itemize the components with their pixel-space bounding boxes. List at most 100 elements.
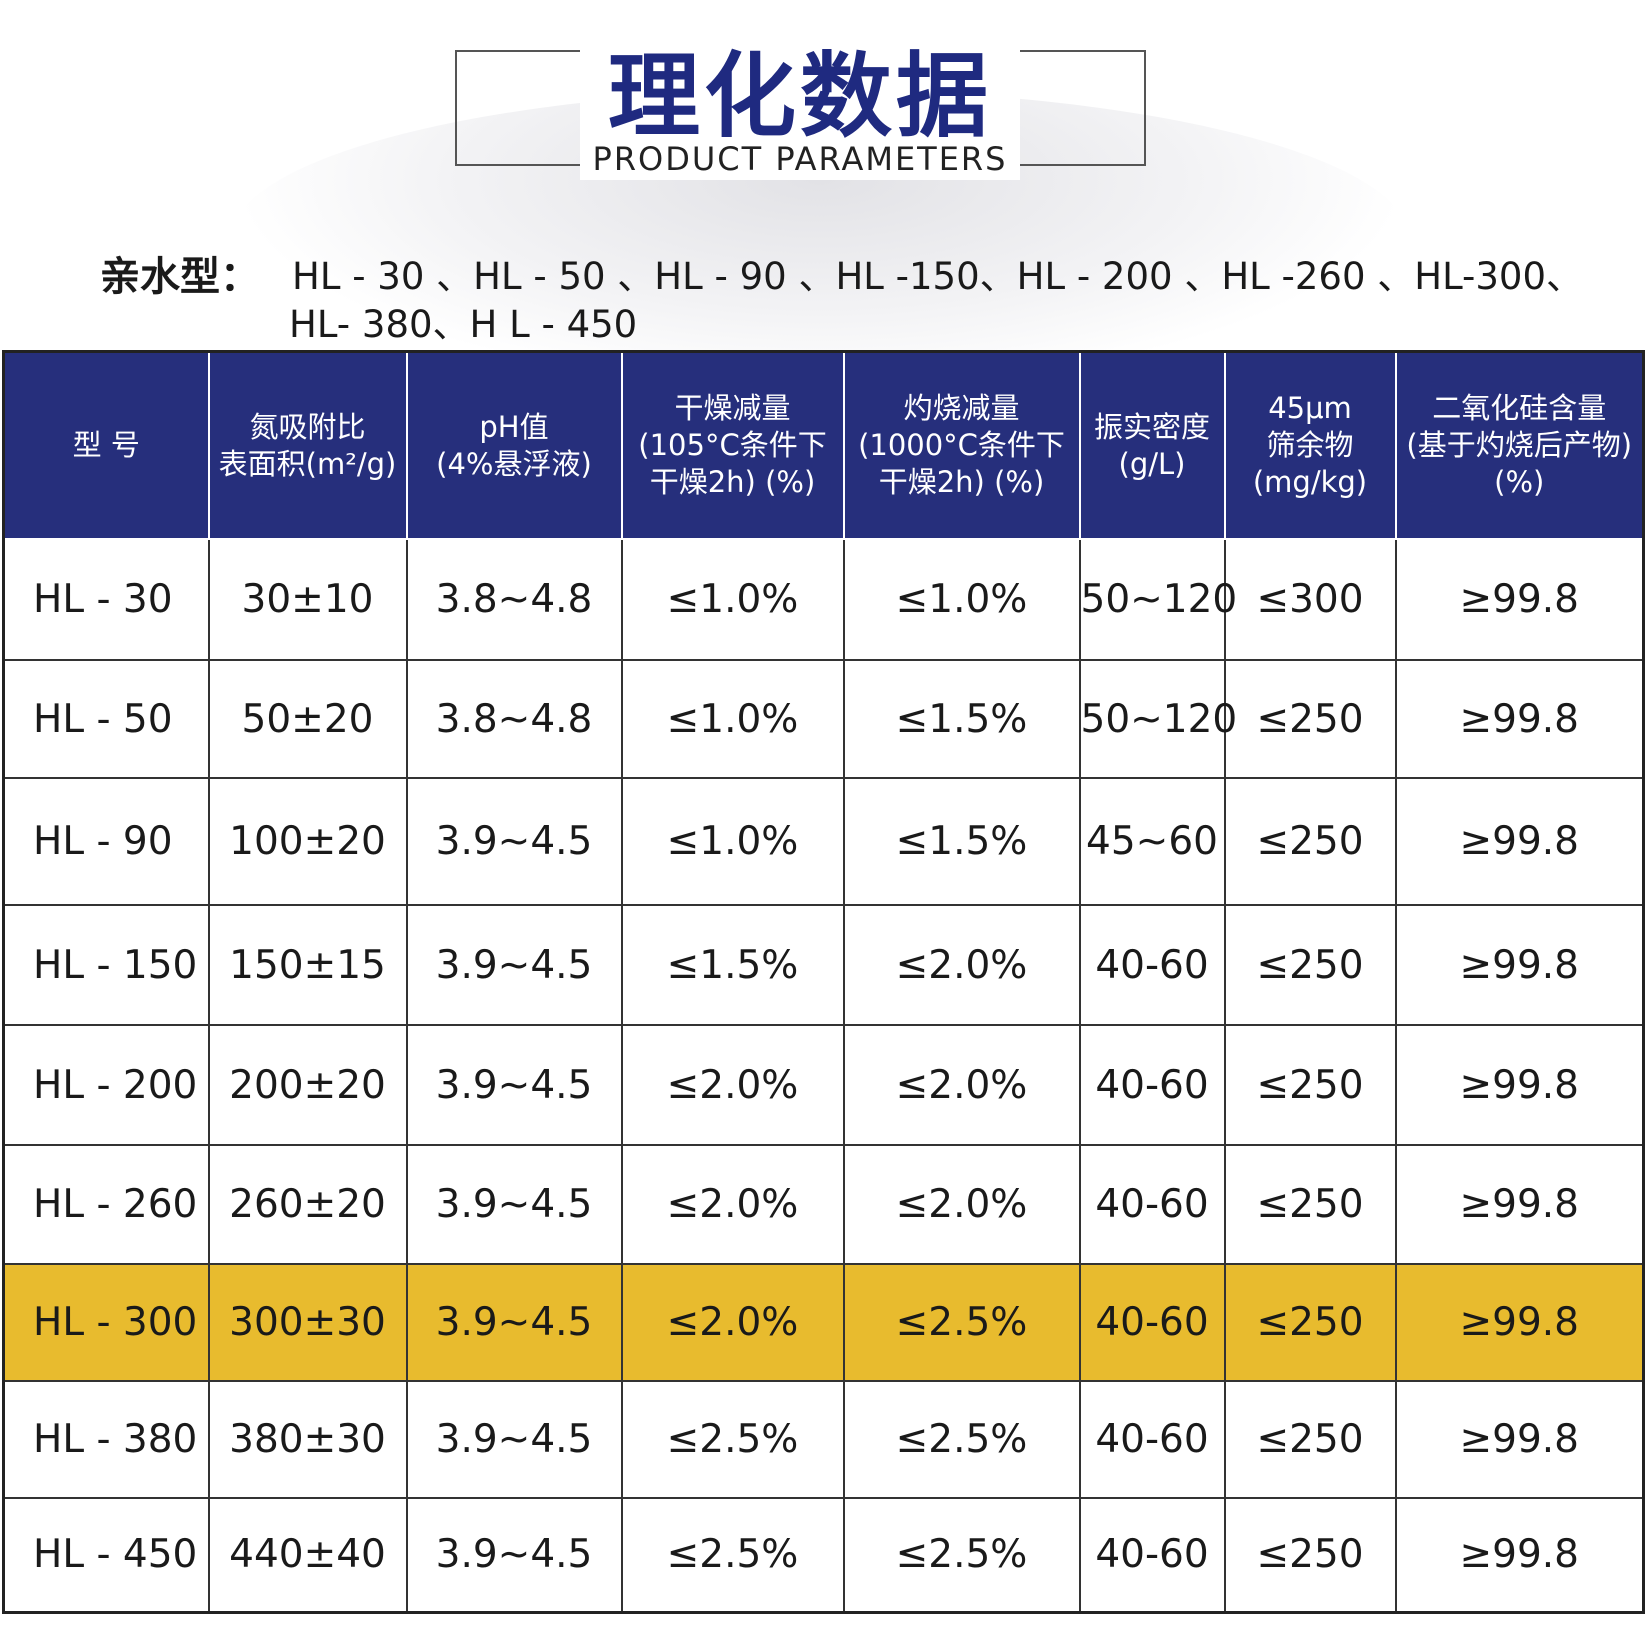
header-line: 二氧化硅含量 [1432,391,1607,425]
intro-line: HL- 380、H L - 450 [289,303,638,346]
table-cell: ≥99.8 [1394,1144,1645,1265]
header-cell: 45μm 筛余物 (mg/kg) [1223,350,1397,540]
table-cell: ≤2.0% [620,1144,845,1265]
header-line: 干燥2h) (%) [878,465,1045,499]
intro-line: HL - 30 、HL - 50 、HL - 90 、HL -150、HL - … [292,255,1584,298]
header-line: 灼烧减量 [903,391,1020,425]
table-cell: ≥99.8 [1394,904,1645,1026]
header-cell: 型 号 [2,350,210,540]
header-line: pH值 [479,409,549,444]
header-line: 干燥2h) (%) [649,465,816,499]
table-cell: 3.9~4.5 [405,1497,623,1613]
table-cell: ≤2.5% [842,1263,1081,1382]
table-row: HL - 150 150±15 3.9~4.5 ≤1.5% ≤2.0% 40-60 ≤250… [2,904,1645,1026]
header-line: (基于灼烧后产物) [1406,428,1633,462]
table-row: HL - 50 50±20 3.8~4.8 ≤1.0% ≤1.5% 50~120 ≤250 ≥… [2,659,1645,779]
table-cell: ≤2.0% [842,904,1081,1026]
table-cell: ≤250 [1223,1380,1397,1499]
table-cell: ≤1.5% [842,659,1081,779]
table-cell: HL - 50 [2,659,210,779]
table-cell: ≤250 [1223,659,1397,779]
table-cell: ≤300 [1223,538,1397,661]
table-cell: HL - 150 [2,904,210,1026]
table-cell: 40-60 [1078,904,1226,1026]
table-cell: ≤250 [1223,1263,1397,1382]
table-cell: 3.9~4.5 [405,777,623,906]
table-cell: ≤250 [1223,1497,1397,1613]
table-cell: 3.9~4.5 [405,1024,623,1146]
table-cell: ≤1.0% [620,659,845,779]
subtitle: PRODUCT PARAMETERS [592,140,1008,178]
table-cell: 380±30 [207,1380,408,1499]
table-cell: 3.8~4.8 [405,538,623,661]
table-cell: HL - 90 [2,777,210,906]
table-cell: ≥99.8 [1394,1263,1645,1382]
table-cell: ≤250 [1223,1024,1397,1146]
table-cell: ≤2.0% [842,1144,1081,1265]
title: 理化数据 [607,43,992,150]
header-line: 干燥减量 [674,391,791,425]
header-line: 振实密度 [1093,409,1210,444]
header-line: (g/L) [1118,446,1186,481]
table-row: HL - 90 100±20 3.9~4.5 ≤1.0% ≤1.5% 45~60 ≤250 ≥… [2,777,1645,906]
header-cell: 干燥减量 (105°C条件下 干燥2h) (%) [620,350,845,540]
table-row: HL - 450 440±40 3.9~4.5 ≤2.5% ≤2.5% 40-60 ≤250… [2,1497,1645,1613]
table-cell: 150±15 [207,904,408,1026]
table-cell: 300±30 [207,1263,408,1382]
header-line: 氮吸附比 [249,409,366,444]
table-cell: ≤250 [1223,904,1397,1026]
header-line: (4%悬浮液) [436,446,592,481]
parameter-table: 型 号氮吸附比 表面积(m²/g) pH值 (4%悬浮液) 干燥减量 (105°C条件下干… [2,350,1645,1614]
table-cell: ≤1.5% [620,904,845,1026]
table-cell: 3.9~4.5 [405,904,623,1026]
table-row: HL - 260 260±20 3.9~4.5 ≤2.0% ≤2.0% 40-60 ≤250… [2,1144,1645,1265]
table-cell: ≤2.0% [620,1024,845,1146]
header-line: (105°C条件下 [638,428,827,462]
header-row: 型 号氮吸附比 表面积(m²/g) pH值 (4%悬浮液) 干燥减量 (105°C条件下干… [2,350,1645,540]
table-cell: 40-60 [1078,1380,1226,1499]
table-cell: HL - 260 [2,1144,210,1265]
table-cell: ≤1.0% [620,538,845,661]
table-cell: 40-60 [1078,1497,1226,1613]
table-cell: 40-60 [1078,1144,1226,1265]
table-cell: 40-60 [1078,1263,1226,1382]
table-cell: ≥99.8 [1394,1497,1645,1613]
header-line: (1000°C条件下 [858,428,1065,462]
table-cell: 200±20 [207,1024,408,1146]
table-row: HL - 300 300±30 3.9~4.5 ≤2.0% ≤2.5% 40-60 ≤250… [2,1263,1645,1382]
table-cell: ≤250 [1223,1144,1397,1265]
table-cell: HL - 200 [2,1024,210,1146]
header-line: 型 号 [72,428,140,462]
table-cell: 3.9~4.5 [405,1144,623,1265]
header-cell: 灼烧减量 (1000°C条件下 干燥2h) (%) [842,350,1081,540]
frame-gap [580,40,1020,180]
table-cell: ≥99.8 [1394,538,1645,661]
table-cell: 45~60 [1078,777,1226,906]
table-cell: 50~120 [1078,659,1237,779]
header-cell: 氮吸附比 表面积(m²/g) [207,350,408,540]
table-cell: 3.8~4.8 [405,659,623,779]
table-cell: ≥99.8 [1394,1380,1645,1499]
table-cell: HL - 380 [2,1380,210,1499]
table-cell: ≤2.5% [620,1497,845,1613]
table-cell: ≤2.0% [620,1263,845,1382]
table-cell: 50~120 [1078,538,1237,661]
header-line: (mg/kg) [1252,465,1368,499]
table-cell: 260±20 [207,1144,408,1265]
table-cell: 440±40 [207,1497,408,1613]
table-cell: ≤1.5% [842,777,1081,906]
header-line: 表面积(m²/g) [218,446,397,481]
header-line: 筛余物 [1266,428,1354,462]
header-line: 45μm [1268,391,1352,425]
table-cell: ≤2.5% [842,1497,1081,1613]
table-cell: ≤250 [1223,777,1397,906]
table-cell: ≤2.5% [842,1380,1081,1499]
header-line: (%) [1494,465,1545,499]
header-cell: 二氧化硅含量 (基于灼烧后产物) (%) [1394,350,1645,540]
table-cell: 50±20 [207,659,408,779]
table-cell: ≥99.8 [1394,659,1645,779]
table-cell: 100±20 [207,777,408,906]
intro-label: 亲水型： [100,254,260,300]
table-cell: ≤1.0% [620,777,845,906]
